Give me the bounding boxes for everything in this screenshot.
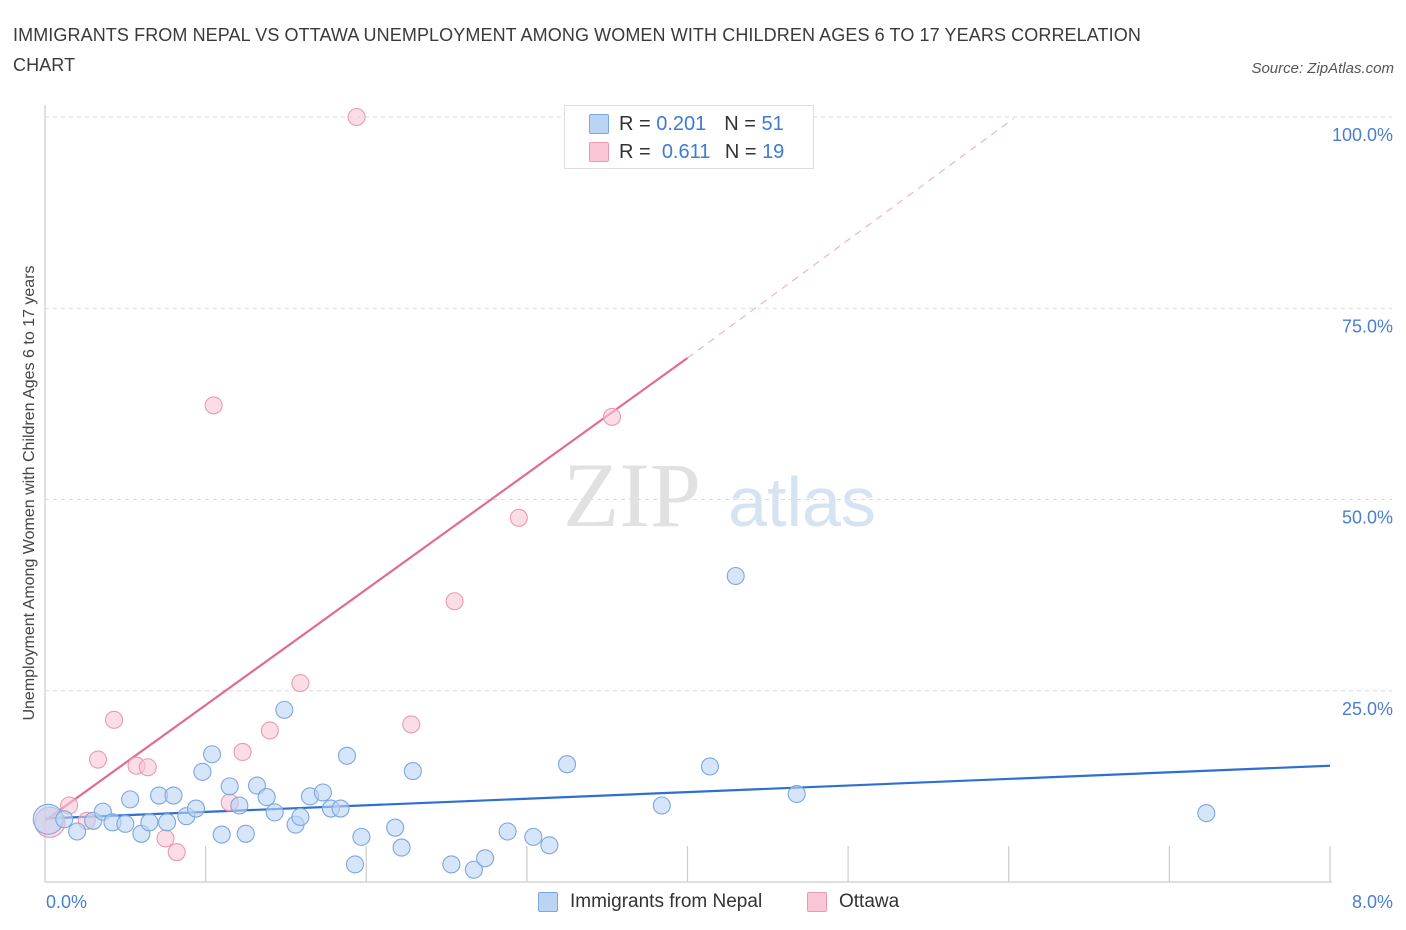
- trend-line-ottawa: [44, 357, 689, 822]
- ottawa-point: [204, 396, 223, 415]
- ottawa-point: [291, 674, 310, 693]
- y-tick-label: 50.0%: [1342, 508, 1393, 528]
- source-label: Source: ZipAtlas.com: [1251, 60, 1394, 77]
- n-label: N =: [724, 112, 756, 135]
- nepal-point: [236, 824, 255, 843]
- nepal-point: [121, 790, 140, 809]
- ottawa-point: [167, 843, 186, 862]
- y-axis-label: Unemployment Among Women with Children A…: [21, 265, 38, 720]
- ottawa-legend-label: Ottawa: [839, 891, 900, 912]
- nepal-point: [524, 827, 543, 846]
- y-tick-label: 100.0%: [1332, 125, 1393, 145]
- nepal-point: [352, 827, 371, 846]
- nepal-point: [193, 762, 212, 781]
- nepal-point: [540, 836, 559, 855]
- nepal-point: [313, 783, 332, 802]
- ottawa-n-value: 19: [762, 140, 785, 163]
- nepal-point: [726, 566, 745, 586]
- nepal-point: [442, 855, 461, 874]
- nepal-point: [275, 700, 294, 719]
- nepal-point: [652, 796, 671, 815]
- trend-layer: [44, 118, 1331, 822]
- watermark-zip: ZIP: [563, 444, 701, 546]
- ottawa-point: [105, 710, 124, 729]
- points-layer: [32, 107, 1216, 879]
- axis-layer: 25.0% 50.0% 75.0% 100.0% 0.0% 8.0%: [44, 105, 1393, 912]
- ottawa-point: [509, 508, 528, 527]
- r-label: R =: [619, 140, 651, 163]
- nepal-point: [345, 855, 365, 874]
- nepal-point: [55, 810, 74, 829]
- nepal-point: [787, 784, 806, 804]
- ottawa-point: [402, 715, 421, 734]
- y-tick-label: 25.0%: [1342, 699, 1393, 719]
- nepal-r-value: 0.201: [656, 112, 707, 135]
- chart-title: IMMIGRANTS FROM NEPAL VS OTTAWA UNEMPLOY…: [13, 25, 1141, 75]
- watermark: ZIP atlas: [563, 444, 876, 546]
- ottawa-legend-swatch: [807, 892, 827, 912]
- legend-row-ottawa: R = 0.611 N = 19: [589, 140, 784, 164]
- legend-item-nepal[interactable]: Immigrants from Nepal: [538, 890, 762, 914]
- ottawa-point: [602, 407, 622, 426]
- correlation-legend: R = 0.201 N = 51 R = 0.611 N = 19: [564, 105, 814, 169]
- nepal-point: [557, 755, 577, 774]
- y-tick-label: 75.0%: [1342, 316, 1393, 336]
- legend-item-ottawa[interactable]: Ottawa: [807, 890, 899, 914]
- trend-extension-ottawa: [687, 118, 1014, 359]
- nepal-point: [291, 807, 310, 827]
- nepal-legend-label: Immigrants from Nepal: [570, 891, 763, 912]
- nepal-point: [257, 788, 276, 807]
- nepal-point: [265, 803, 284, 822]
- nepal-point: [68, 822, 87, 841]
- nepal-swatch: [589, 114, 609, 134]
- nepal-point: [158, 813, 177, 832]
- nepal-point: [140, 813, 159, 832]
- nepal-point: [331, 799, 350, 818]
- watermark-atlas: atlas: [728, 463, 876, 541]
- nepal-point: [337, 746, 357, 765]
- n-label: N =: [724, 140, 757, 163]
- ottawa-point: [445, 592, 464, 611]
- nepal-point: [1197, 804, 1216, 823]
- nepal-point: [230, 796, 249, 815]
- x-tick-label-min: 0.0%: [46, 892, 87, 912]
- nepal-point: [464, 860, 483, 879]
- ottawa-point: [260, 721, 279, 740]
- ottawa-point: [138, 758, 157, 777]
- x-tick-label-max: 8.0%: [1352, 892, 1393, 912]
- grid-layer: [45, 116, 1392, 692]
- nepal-point: [203, 745, 222, 764]
- nepal-point: [186, 799, 206, 818]
- nepal-point: [403, 762, 422, 781]
- nepal-point: [164, 786, 183, 805]
- nepal-point: [220, 777, 239, 796]
- trend-line-nepal: [44, 764, 1331, 820]
- nepal-point: [476, 849, 495, 868]
- ottawa-point: [88, 750, 108, 769]
- nepal-point: [212, 825, 231, 844]
- nepal-point: [392, 838, 411, 857]
- nepal-point: [386, 818, 405, 837]
- r-label: R =: [619, 112, 651, 135]
- ottawa-point: [233, 742, 252, 762]
- nepal-point: [116, 814, 135, 833]
- ottawa-swatch: [589, 142, 609, 162]
- nepal-legend-swatch: [538, 892, 558, 912]
- nepal-n-value: 51: [761, 112, 784, 135]
- ottawa-point: [347, 107, 366, 127]
- legend-row-nepal: R = 0.201 N = 51: [589, 112, 784, 136]
- ottawa-r-value: 0.611: [661, 140, 711, 163]
- nepal-point: [700, 757, 720, 776]
- ottawa-point: [156, 829, 175, 848]
- nepal-point: [498, 822, 517, 841]
